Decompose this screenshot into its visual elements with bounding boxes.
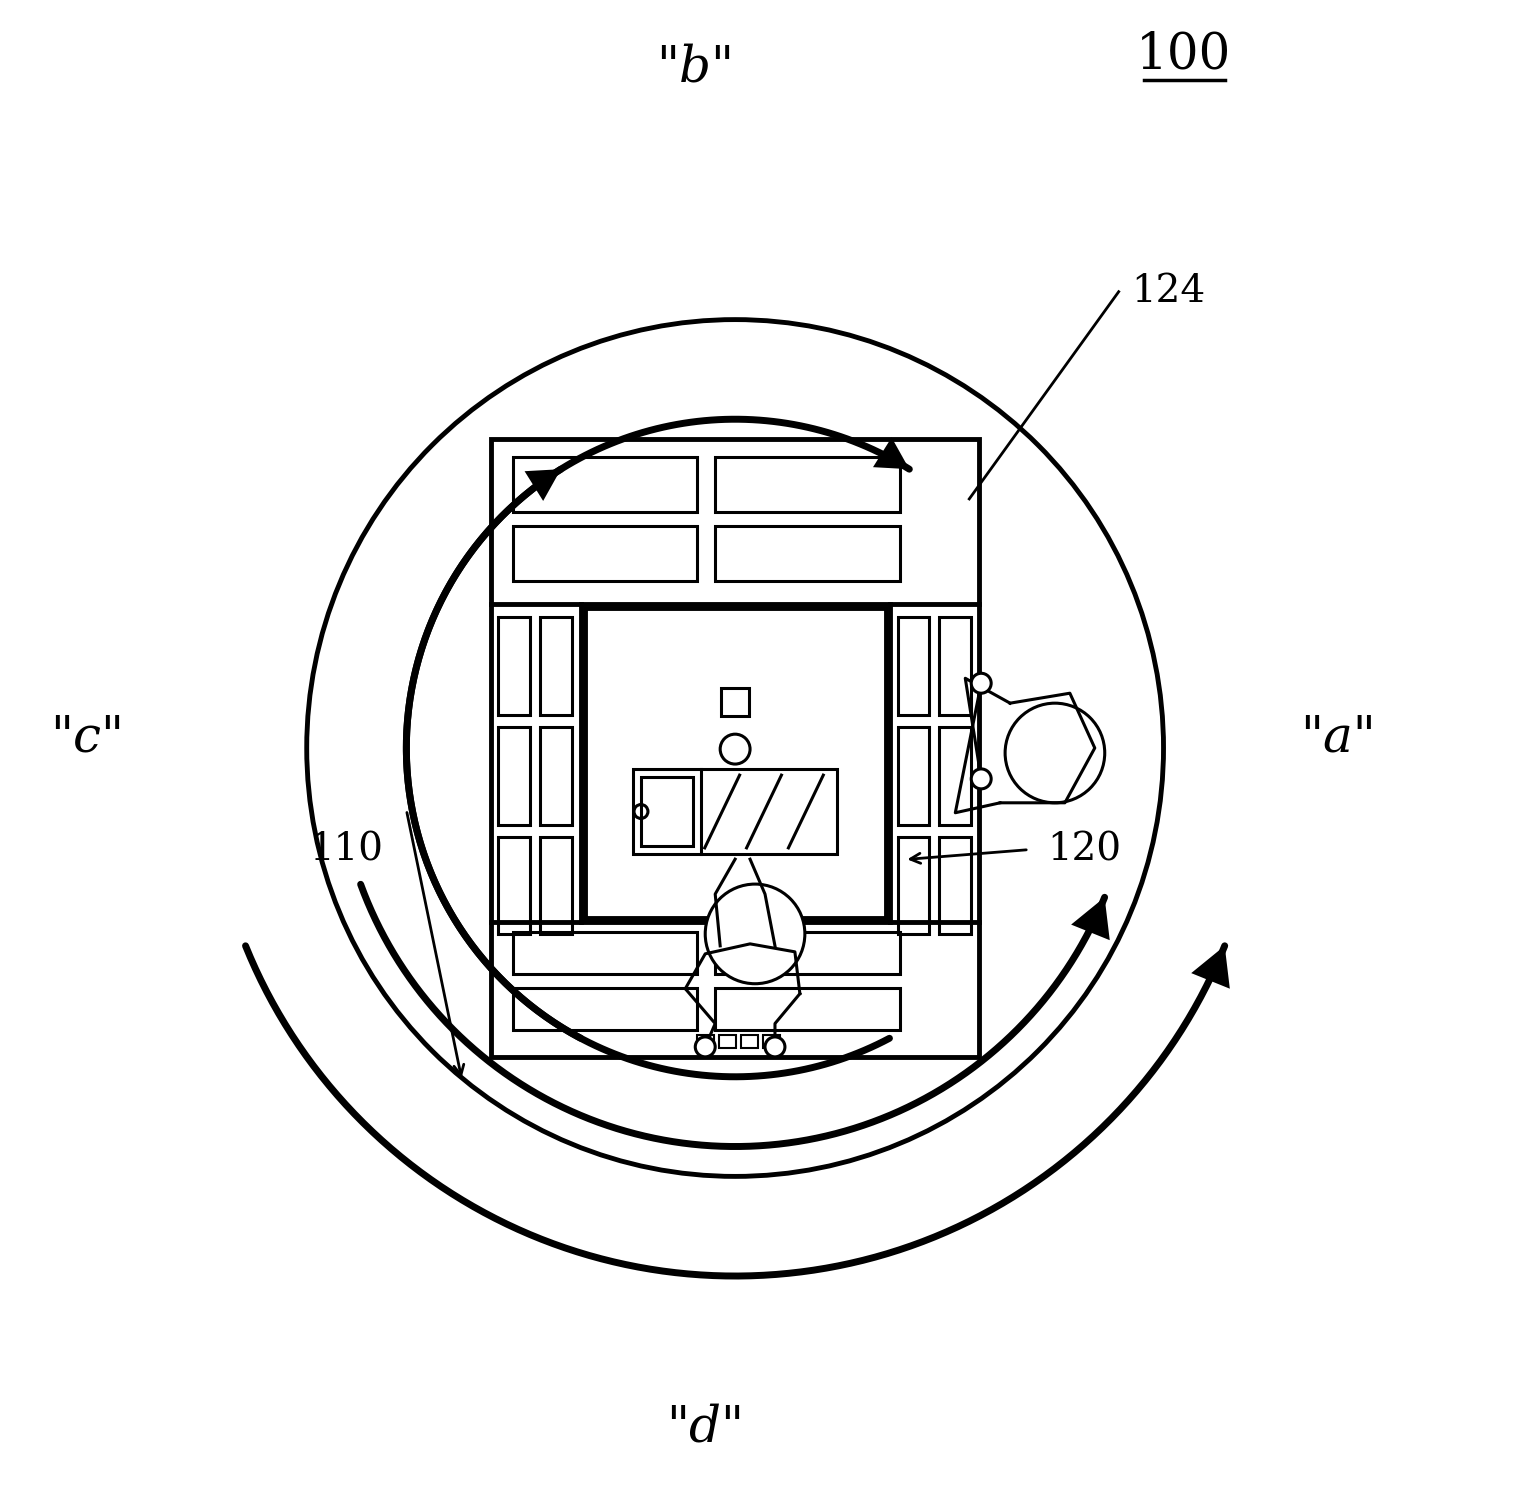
Polygon shape: [873, 437, 910, 470]
Bar: [512, 987, 698, 1029]
Bar: [741, 1035, 758, 1047]
Polygon shape: [1071, 898, 1109, 939]
Text: "b": "b": [657, 43, 735, 93]
Bar: [897, 836, 930, 935]
Bar: [641, 776, 693, 845]
Bar: [512, 458, 698, 512]
Bar: [719, 1035, 736, 1047]
Bar: [499, 727, 529, 824]
Bar: [499, 618, 529, 715]
Bar: [512, 932, 698, 974]
Bar: [512, 525, 698, 580]
Bar: [540, 836, 572, 935]
Text: 100: 100: [1135, 30, 1232, 79]
Circle shape: [706, 884, 805, 984]
Text: 124: 124: [1132, 274, 1206, 310]
Polygon shape: [525, 470, 561, 501]
Bar: [698, 1035, 715, 1047]
Circle shape: [695, 1037, 715, 1056]
Circle shape: [1005, 703, 1104, 803]
Bar: [897, 727, 930, 824]
Bar: [897, 618, 930, 715]
Text: "d": "d": [666, 1403, 744, 1453]
Bar: [540, 727, 572, 824]
Bar: [939, 727, 971, 824]
Polygon shape: [1192, 945, 1230, 989]
Bar: [715, 987, 899, 1029]
Bar: [762, 1035, 779, 1047]
Bar: [939, 836, 971, 935]
Text: "c": "c": [51, 714, 124, 763]
Bar: [540, 618, 572, 715]
Bar: [634, 769, 838, 854]
Bar: [715, 932, 899, 974]
Circle shape: [971, 673, 991, 693]
Circle shape: [971, 769, 991, 788]
Bar: [715, 525, 899, 580]
Circle shape: [765, 1037, 785, 1056]
Bar: [939, 618, 971, 715]
Text: 110: 110: [310, 832, 384, 868]
Bar: [715, 458, 899, 512]
Text: "a": "a": [1299, 714, 1376, 763]
Bar: [491, 440, 979, 1056]
Bar: [721, 688, 749, 717]
Text: 120: 120: [1046, 832, 1121, 868]
Bar: [584, 607, 885, 919]
Bar: [499, 836, 529, 935]
